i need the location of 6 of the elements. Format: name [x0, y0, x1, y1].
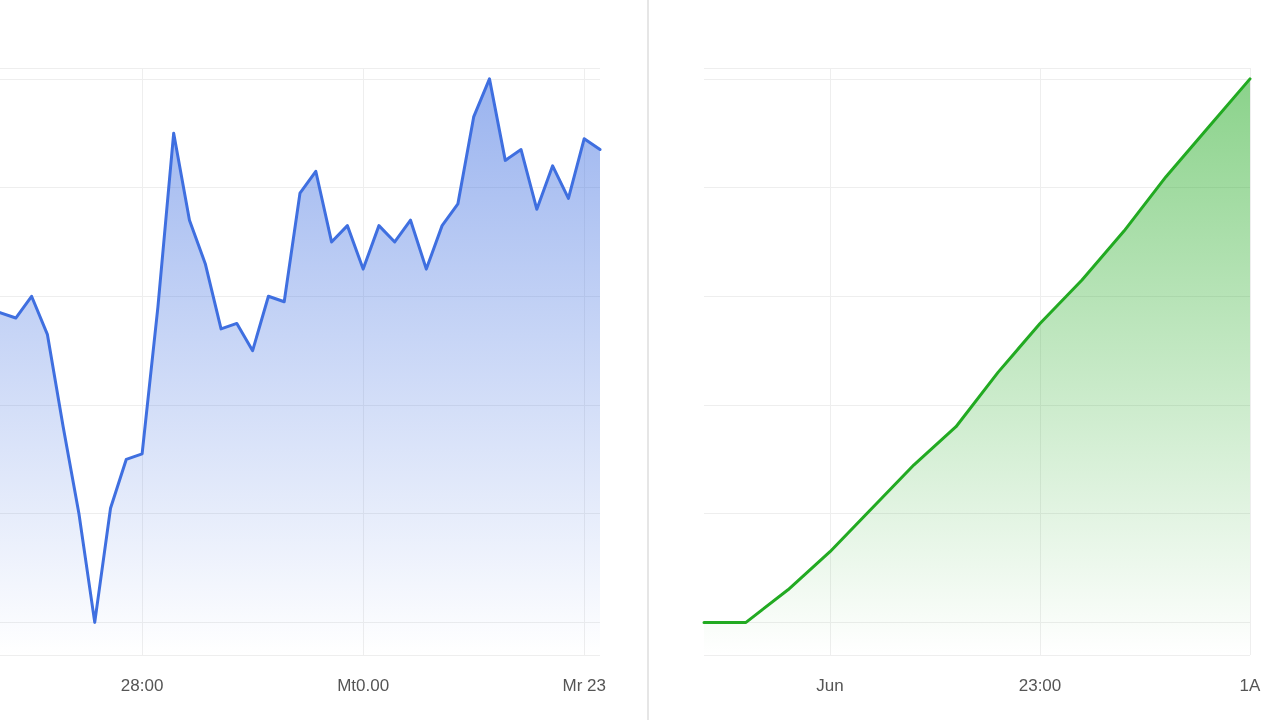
x-tick-label: 23:00	[1018, 676, 1062, 695]
x-tick-label: Mr 23	[562, 676, 606, 695]
x-tick-label: 28:00	[120, 676, 164, 695]
x-tick-label: 1A	[1239, 676, 1262, 695]
x-tick-label: Jun	[816, 676, 844, 695]
x-tick-label: Mt0.00	[337, 676, 390, 695]
